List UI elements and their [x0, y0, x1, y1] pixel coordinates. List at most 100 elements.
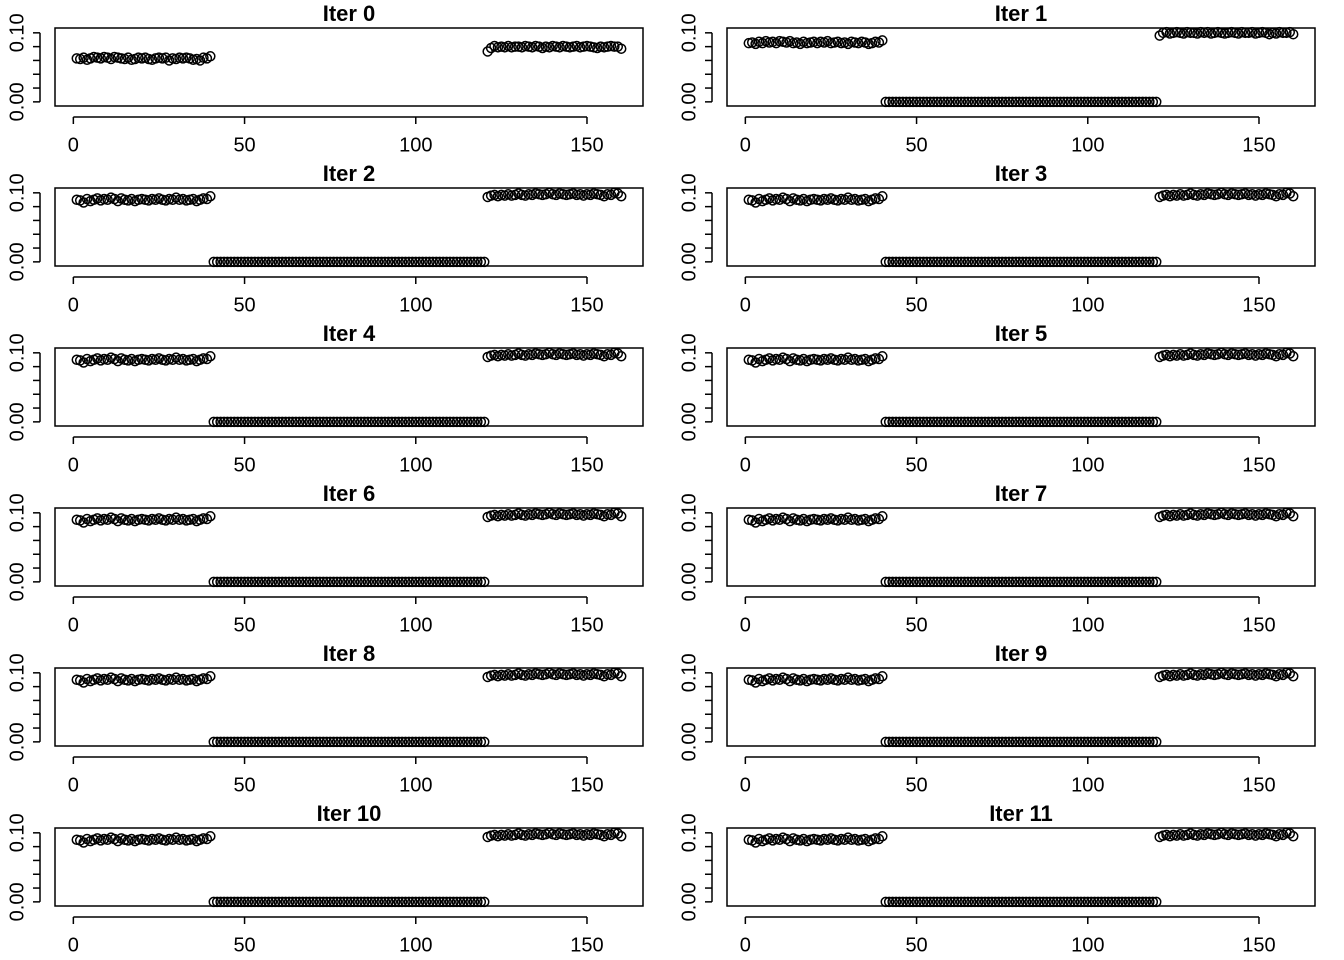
- point: [311, 256, 322, 268]
- point: [246, 576, 257, 588]
- x-tick-label: 50: [233, 934, 255, 956]
- point: [1287, 511, 1299, 522]
- point: [372, 576, 384, 588]
- point: [1003, 96, 1015, 108]
- point: [263, 896, 274, 908]
- point: [413, 256, 425, 268]
- point: [1240, 27, 1251, 39]
- point: [901, 96, 912, 108]
- point: [318, 736, 329, 748]
- point: [393, 896, 404, 908]
- point: [208, 576, 219, 588]
- point: [362, 896, 374, 908]
- point: [1044, 896, 1056, 908]
- point: [1127, 96, 1138, 108]
- point: [232, 256, 243, 268]
- point: [331, 256, 343, 268]
- point: [335, 576, 346, 588]
- point: [366, 256, 377, 268]
- point: [750, 357, 761, 368]
- point: [1103, 416, 1114, 428]
- point: [420, 896, 432, 908]
- y-tick-label: 0.10: [6, 173, 28, 212]
- point: [389, 736, 401, 748]
- point: [1137, 736, 1148, 748]
- point: [259, 256, 271, 268]
- point: [396, 256, 408, 268]
- point: [1017, 736, 1028, 748]
- point: [883, 256, 895, 268]
- point: [986, 736, 998, 748]
- point: [1113, 416, 1124, 428]
- point: [290, 256, 302, 268]
- point: [972, 576, 984, 588]
- point: [1058, 576, 1070, 588]
- point: [417, 416, 428, 428]
- point: [983, 896, 994, 908]
- point: [921, 736, 933, 748]
- point: [904, 256, 915, 268]
- point: [990, 736, 1001, 748]
- point: [376, 256, 387, 268]
- point: [1003, 896, 1015, 908]
- point: [1287, 831, 1299, 842]
- point: [259, 736, 271, 748]
- point: [270, 416, 281, 428]
- point: [928, 416, 939, 428]
- x-tick-label: 150: [1242, 134, 1275, 156]
- point: [297, 256, 309, 268]
- point: [1055, 736, 1066, 748]
- point: [160, 52, 172, 63]
- point: [348, 736, 360, 748]
- point: [1065, 416, 1076, 428]
- point: [396, 736, 408, 748]
- point: [465, 576, 476, 588]
- point: [266, 256, 278, 268]
- x-tick-label: 0: [740, 774, 751, 796]
- point: [880, 256, 891, 268]
- point: [461, 576, 473, 588]
- point: [1103, 896, 1114, 908]
- y-tick-label: 0.00: [6, 882, 28, 921]
- point: [1287, 28, 1299, 40]
- point: [1048, 576, 1059, 588]
- point: [342, 736, 353, 748]
- point: [1072, 256, 1083, 268]
- point: [1007, 736, 1018, 748]
- point: [369, 416, 380, 428]
- point: [297, 416, 309, 428]
- point: [218, 256, 230, 268]
- point: [280, 256, 291, 268]
- x-tick-label: 0: [68, 454, 79, 476]
- point: [400, 736, 411, 748]
- point: [890, 256, 902, 268]
- point: [1092, 416, 1104, 428]
- point: [966, 416, 977, 428]
- point: [468, 736, 480, 748]
- point: [1034, 896, 1046, 908]
- point: [1089, 736, 1100, 748]
- point: [935, 576, 946, 588]
- point: [468, 576, 480, 588]
- point: [1075, 256, 1087, 268]
- point: [948, 256, 960, 268]
- point: [959, 256, 970, 268]
- point: [1127, 576, 1138, 588]
- point: [897, 416, 909, 428]
- point: [441, 896, 452, 908]
- point: [424, 256, 435, 268]
- point: [318, 256, 329, 268]
- point: [938, 256, 950, 268]
- x-tick-label: 50: [233, 454, 255, 476]
- point: [270, 896, 281, 908]
- point: [372, 416, 384, 428]
- point: [1133, 96, 1145, 108]
- point: [952, 96, 963, 108]
- point: [1085, 576, 1097, 588]
- point: [194, 55, 206, 66]
- point: [1099, 896, 1111, 908]
- point: [283, 416, 295, 428]
- point: [1024, 416, 1035, 428]
- point: [355, 896, 367, 908]
- x-tick-label: 50: [905, 774, 927, 796]
